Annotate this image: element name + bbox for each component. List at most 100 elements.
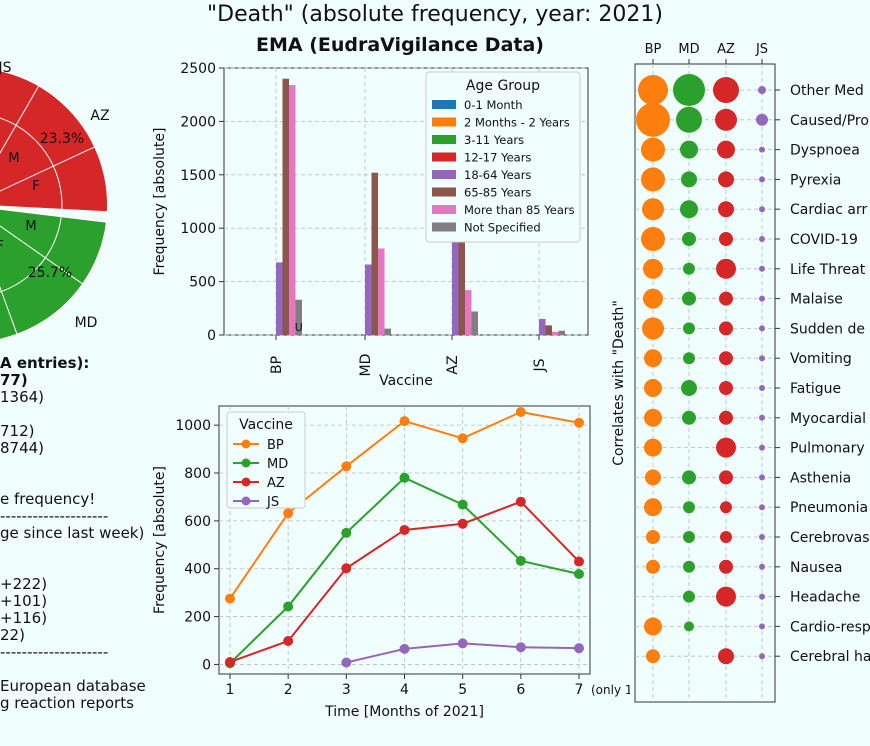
bar-legend-swatch bbox=[432, 187, 456, 197]
bubble-JS bbox=[759, 414, 765, 421]
bar-legend-box bbox=[425, 71, 581, 243]
line-xtick-label: 4 bbox=[400, 682, 409, 698]
bubble-row-label: Sudden de bbox=[790, 321, 865, 337]
info-line: -------------------- bbox=[0, 643, 109, 661]
line-point-MD bbox=[574, 568, 584, 579]
bar-legend-swatch bbox=[432, 152, 456, 162]
bar-legend-label: 18-64 Years bbox=[464, 168, 531, 182]
line-point-BP bbox=[457, 433, 468, 444]
bar-ytick-label: 1500 bbox=[180, 168, 216, 184]
line-point-JS bbox=[515, 642, 526, 653]
bubble-row-label: COVID-19 bbox=[790, 232, 858, 248]
bar-AZ-5 bbox=[458, 215, 465, 335]
monthly-line-chart: 0 200 400 600 800 1000 1 2 3 4 5 6 7 (only 1-24 July)… bbox=[152, 405, 630, 720]
bubble-MD bbox=[683, 501, 695, 514]
line-point-JS bbox=[574, 643, 584, 654]
bubble-AZ bbox=[719, 410, 733, 425]
pie-slice-md bbox=[0, 207, 109, 341]
line-point-JS bbox=[457, 638, 468, 649]
bubble-JS bbox=[759, 355, 765, 362]
pie-divider bbox=[0, 85, 40, 155]
bubble-AZ bbox=[716, 586, 736, 607]
bar-legend-label: 65-85 Years bbox=[464, 186, 531, 200]
bubble-AZ bbox=[715, 108, 737, 131]
bubble-row-label: Fatigue bbox=[790, 381, 841, 397]
bubble-row-label: Caused/Pro bbox=[790, 113, 869, 129]
bar-legend-label: 3-11 Years bbox=[464, 133, 524, 147]
bar-xtick-label: JS bbox=[532, 358, 548, 372]
bubble-row-label: Cardiac arr bbox=[790, 202, 867, 218]
line-xtick-label: 3 bbox=[342, 682, 351, 698]
info-line: +116) bbox=[0, 609, 48, 627]
line-ylabel: Frequency [absolute] bbox=[152, 466, 168, 614]
bubble-BP bbox=[646, 530, 660, 544]
bar-AZ-7 bbox=[471, 311, 478, 335]
line-point-BP bbox=[283, 508, 294, 519]
line-point-AZ bbox=[574, 556, 584, 567]
info-line: 77) bbox=[0, 371, 28, 389]
bubble-BP bbox=[644, 438, 662, 457]
bubble-AZ bbox=[720, 501, 732, 514]
bar-xtick-label: BP bbox=[269, 356, 285, 374]
info-line bbox=[0, 406, 160, 423]
bubble-BP bbox=[641, 227, 665, 251]
bubble-MD bbox=[673, 74, 705, 106]
pie-label-md: MD bbox=[75, 315, 98, 331]
pie-divider bbox=[0, 225, 84, 285]
bar-ytick-label: 1000 bbox=[180, 221, 216, 237]
bar-legend-label: 2 Months - 2 Years bbox=[464, 116, 570, 130]
bubble-BP bbox=[644, 379, 662, 397]
line-point-AZ bbox=[399, 524, 410, 535]
bar-JS-7 bbox=[558, 330, 565, 335]
bar-legend-label: 12-17 Years bbox=[464, 151, 531, 165]
bubble-BP bbox=[643, 258, 663, 279]
bar-legend-label: 0-1 Month bbox=[464, 98, 522, 112]
bubble-row-label: Asthenia bbox=[790, 470, 851, 486]
bubble-JS bbox=[758, 86, 766, 94]
line-x-annotation: (only 1-24 July)! bbox=[591, 683, 630, 697]
bubble-JS bbox=[759, 236, 765, 242]
bubble-BP bbox=[645, 469, 661, 486]
bubble-MD bbox=[682, 232, 696, 246]
bubble-BP bbox=[641, 167, 665, 192]
bubble-AZ bbox=[719, 321, 733, 336]
bubble-ylabel: Correlates with "Death" bbox=[611, 300, 627, 466]
bubble-MD bbox=[683, 262, 695, 275]
bubble-row-label: Pyrexia bbox=[790, 172, 841, 188]
bubble-BP bbox=[643, 288, 663, 309]
line-point-JS bbox=[399, 643, 410, 654]
bar-MD-7 bbox=[384, 328, 391, 335]
info-line bbox=[0, 474, 160, 491]
bubble-JS bbox=[759, 623, 765, 630]
bubble-row-label: Cerebrovas bbox=[790, 530, 870, 546]
bubble-BP bbox=[641, 137, 665, 162]
line-legend-marker bbox=[241, 458, 251, 468]
bubble-MD bbox=[683, 531, 695, 543]
line-point-AZ bbox=[515, 496, 526, 507]
bar-BP-4 bbox=[276, 262, 283, 335]
bubble-BP bbox=[642, 317, 664, 340]
bubble-AZ bbox=[716, 437, 736, 458]
info-line bbox=[0, 661, 160, 678]
bubble-AZ bbox=[719, 232, 733, 246]
line-point-BP bbox=[341, 461, 352, 472]
line-point-BP bbox=[225, 593, 235, 604]
bubble-column-label: MD bbox=[678, 42, 699, 57]
bar-legend-swatch bbox=[432, 170, 456, 179]
bubble-JS bbox=[759, 534, 765, 540]
line-xtick-label: 1 bbox=[226, 682, 235, 698]
line-point-MD bbox=[515, 555, 526, 566]
info-line: +101) bbox=[0, 592, 48, 610]
bubble-BP bbox=[644, 498, 662, 517]
line-point-MD bbox=[283, 601, 294, 612]
line-legend-marker bbox=[241, 477, 251, 487]
bubble-BP bbox=[636, 102, 670, 137]
info-line: European database bbox=[0, 677, 146, 695]
line-ytick-label: 1000 bbox=[175, 418, 211, 434]
line-point-JS bbox=[341, 657, 352, 668]
bubble-MD bbox=[683, 352, 695, 365]
line-point-BP bbox=[399, 416, 410, 427]
bubble-MD bbox=[681, 380, 697, 396]
info-line bbox=[0, 559, 160, 576]
info-line: 8744) bbox=[0, 439, 45, 457]
